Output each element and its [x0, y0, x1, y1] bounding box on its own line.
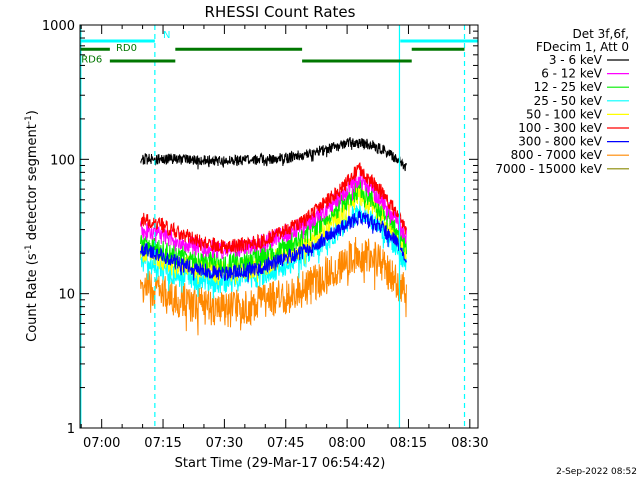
series-trace: [140, 136, 407, 172]
y-tick-label: 1: [67, 422, 75, 437]
chart-title: RHESSI Count Rates: [205, 3, 356, 21]
x-tick-label: 07:00: [83, 436, 120, 451]
legend-entry-label: 800 - 7000 keV: [511, 148, 603, 162]
trace-group: [140, 136, 407, 336]
y-tick-label: 100: [50, 153, 75, 168]
legend-entry-label: 7000 - 15000 keV: [495, 162, 602, 176]
legend-entry-label: 100 - 300 keV: [518, 121, 602, 135]
legend-header-line: FDecim 1, Att 0: [536, 40, 629, 54]
flag-bar-group: N RD0 RD6: [80, 30, 478, 66]
y-tick-label: 1000: [42, 19, 75, 34]
x-axis-label: Start Time (29-Mar-17 06:54:42): [175, 456, 386, 471]
y-axis-label-part: ): [25, 110, 40, 115]
legend-entry-label: 6 - 12 keV: [541, 67, 603, 81]
y-tick-label: 10: [58, 288, 75, 303]
x-tick-label: 08:00: [328, 436, 365, 451]
legend-entry-label: 50 - 100 keV: [526, 107, 603, 121]
flag-bar-label: N: [163, 30, 170, 41]
x-tick-label: 07:30: [206, 436, 243, 451]
y-axis-label-exponent: -1: [24, 244, 34, 253]
generation-timestamp: 2-Sep-2022 08:52: [556, 467, 637, 477]
legend-entry-label: 25 - 50 keV: [534, 94, 603, 108]
flag-bar-label: RD6: [81, 55, 102, 66]
legend-header-line: Det 3f,6f,: [573, 27, 630, 41]
flag-bar-label: RD0: [116, 43, 137, 54]
vertical-marker-group: [80, 25, 466, 428]
series-trace: [140, 210, 407, 283]
x-axis-ticks: 07:00 07:15 07:30 07:45 08:00 08:15 08:30: [80, 25, 489, 451]
y-axis-label-part: Count Rate (s: [25, 253, 40, 342]
series-trace: [140, 236, 407, 336]
y-axis-label: Count Rate (s-1 detector segment-1): [24, 110, 40, 342]
legend-entry-label: 12 - 25 keV: [534, 80, 603, 94]
x-tick-label: 07:15: [144, 436, 181, 451]
y-axis-label-exponent: -1: [24, 115, 34, 124]
legend-entry-label: 3 - 6 keV: [549, 53, 603, 67]
legend-entry-label: 300 - 800 keV: [518, 135, 602, 149]
x-tick-label: 08:15: [390, 436, 427, 451]
x-tick-label: 08:30: [451, 436, 488, 451]
y-axis-label-part: detector segment: [25, 124, 40, 244]
x-tick-label: 07:45: [267, 436, 304, 451]
y-axis-ticks: 1 10 100 1000: [42, 19, 478, 437]
plot-frame: [79, 24, 479, 429]
series-trace: [140, 162, 407, 254]
